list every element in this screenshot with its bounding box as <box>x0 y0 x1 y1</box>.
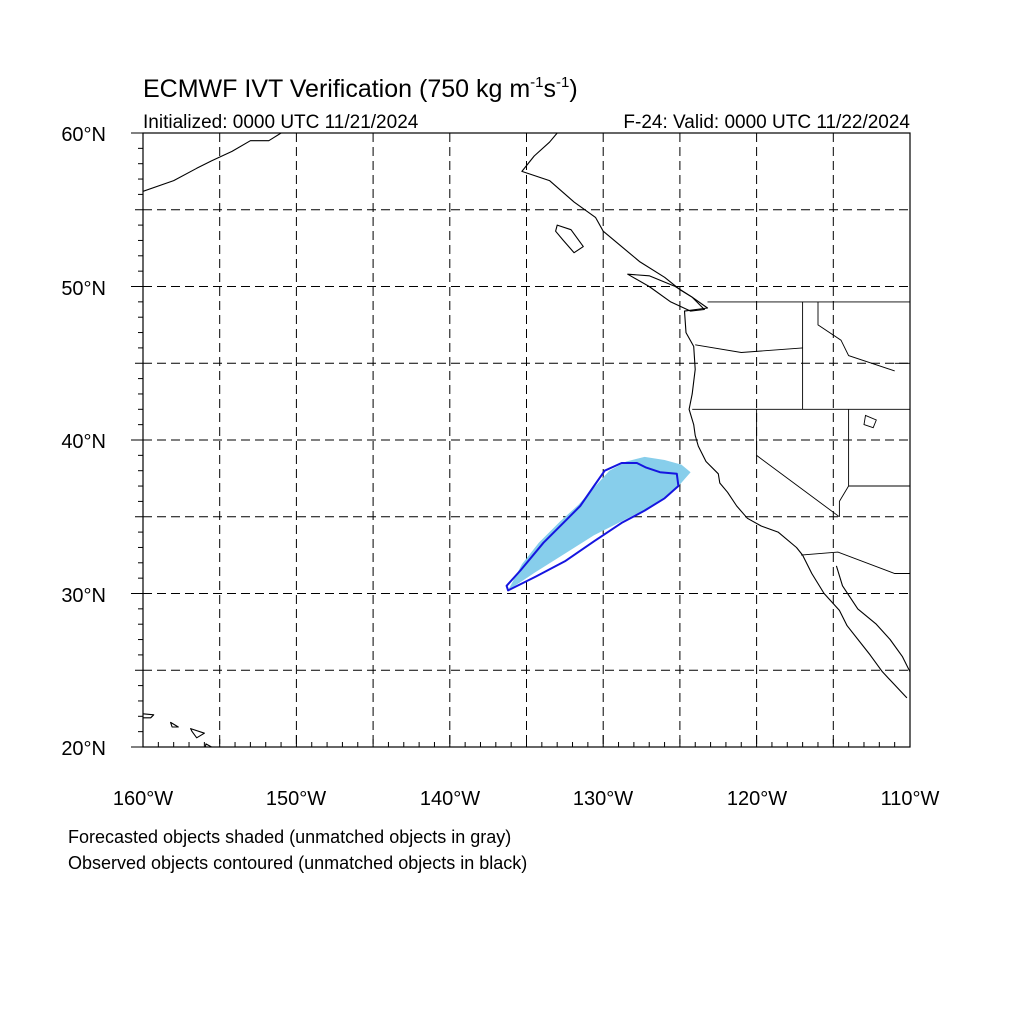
hawaii-island <box>143 713 155 719</box>
great-salt-lake <box>863 414 877 429</box>
axis-ticks <box>131 132 911 748</box>
political-border <box>695 344 803 353</box>
gulf-of-california-coast <box>835 565 910 673</box>
alaska-coast-line <box>143 133 282 192</box>
political-border <box>756 409 840 518</box>
hawaii-island <box>190 728 205 739</box>
political-border <box>801 551 910 574</box>
lon-label-160w: 160°W <box>113 788 173 810</box>
lat-label-40n: 40°N <box>61 431 106 453</box>
vancouver-island <box>627 273 705 312</box>
lat-label-60n: 60°N <box>61 124 106 146</box>
valid-time-label: F-24: Valid: 0000 UTC 11/22/2024 <box>623 112 910 133</box>
observed-object-contour <box>505 462 680 592</box>
lon-label-150w: 150°W <box>266 788 326 810</box>
graticule <box>143 133 910 747</box>
political-border <box>838 409 850 517</box>
lon-label-130w: 130°W <box>573 788 633 810</box>
hawaii-island <box>170 721 179 728</box>
observed-legend-note: Observed objects contoured (unmatched ob… <box>68 853 527 873</box>
lat-label-50n: 50°N <box>61 278 106 300</box>
political-border <box>817 301 895 372</box>
lat-label-20n: 20°N <box>61 738 106 760</box>
initialized-label: Initialized: 0000 UTC 11/21/2024 <box>143 112 419 133</box>
haida-gwaii-island <box>555 224 584 254</box>
map-title: ECMWF IVT Verification (750 kg m-1s-1) <box>143 74 578 103</box>
lon-label-140w: 140°W <box>420 788 480 810</box>
forecast-legend-note: Forecasted objects shaded (unmatched obj… <box>68 827 511 847</box>
lat-label-30n: 30°N <box>61 585 106 607</box>
map-plot-area <box>143 133 910 747</box>
forecast-object-shading <box>508 456 691 591</box>
lon-label-110w: 110°W <box>881 788 940 810</box>
lon-label-120w: 120°W <box>727 788 787 810</box>
coastlines-and-borders <box>143 133 910 747</box>
west-coast-line <box>521 133 908 699</box>
